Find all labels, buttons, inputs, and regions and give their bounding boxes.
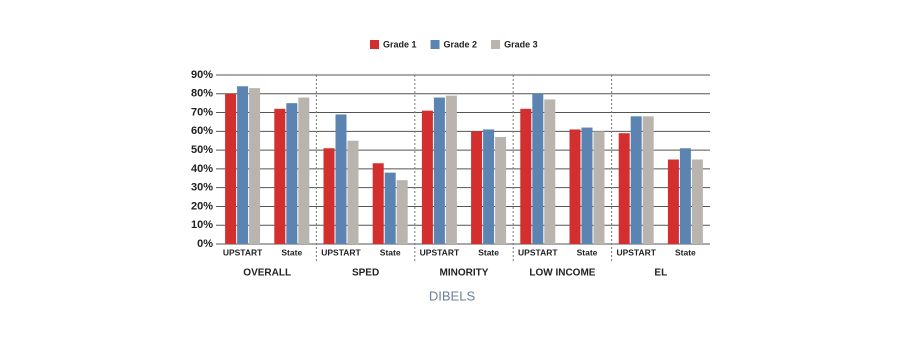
bar bbox=[569, 129, 581, 244]
bar bbox=[396, 180, 408, 244]
y-tick-label: 30% bbox=[191, 182, 213, 194]
x-tick-label: State bbox=[478, 247, 499, 257]
x-tick-label: State bbox=[281, 247, 302, 257]
x-tick-label: State bbox=[380, 247, 401, 257]
bar bbox=[679, 148, 691, 244]
bar bbox=[483, 129, 495, 244]
bar bbox=[286, 103, 298, 245]
legend-swatch bbox=[370, 40, 379, 49]
y-tick-label: 60% bbox=[191, 125, 213, 137]
bar bbox=[372, 163, 384, 244]
bar bbox=[642, 116, 654, 244]
x-tick-label: UPSTART bbox=[321, 247, 361, 257]
legend-label: Grade 1 bbox=[383, 39, 417, 49]
bar bbox=[544, 99, 556, 245]
y-tick-label: 80% bbox=[191, 88, 213, 100]
bar bbox=[618, 133, 630, 244]
group-label: SPED bbox=[352, 268, 379, 279]
bar bbox=[532, 93, 544, 245]
bar bbox=[495, 136, 507, 244]
x-tick-label: UPSTART bbox=[518, 247, 558, 257]
bar bbox=[237, 86, 249, 245]
bar bbox=[225, 93, 237, 245]
legend-label: Grade 2 bbox=[444, 39, 478, 49]
bar bbox=[323, 148, 335, 244]
group-label: EL bbox=[654, 268, 667, 279]
bar bbox=[249, 88, 261, 245]
bar bbox=[581, 127, 593, 244]
bar bbox=[298, 97, 310, 245]
x-tick-label: UPSTART bbox=[223, 247, 263, 257]
bar bbox=[347, 140, 359, 244]
bar bbox=[630, 116, 642, 244]
bar bbox=[593, 131, 605, 244]
x-tick-label: UPSTART bbox=[420, 247, 460, 257]
y-tick-label: 0% bbox=[197, 238, 213, 250]
x-tick-label: State bbox=[577, 247, 598, 257]
bar bbox=[421, 110, 433, 244]
group-label: MINORITY bbox=[440, 268, 489, 279]
bar bbox=[520, 108, 532, 244]
y-tick-label: 20% bbox=[191, 200, 213, 212]
bar bbox=[445, 95, 457, 245]
y-tick-label: 40% bbox=[191, 163, 213, 175]
group-label: OVERALL bbox=[243, 268, 291, 279]
y-tick-label: 90% bbox=[191, 69, 213, 81]
y-tick-label: 10% bbox=[191, 219, 213, 231]
bar bbox=[335, 114, 347, 244]
bar bbox=[433, 97, 445, 245]
x-axis-label: DIBELS bbox=[429, 288, 476, 303]
x-tick-label: State bbox=[675, 247, 696, 257]
x-tick-label: UPSTART bbox=[616, 247, 656, 257]
bar bbox=[384, 172, 396, 244]
bar bbox=[274, 108, 286, 244]
legend-swatch bbox=[491, 40, 501, 49]
y-tick-label: 50% bbox=[191, 144, 213, 156]
bar bbox=[471, 131, 483, 244]
legend-swatch bbox=[430, 40, 440, 49]
bar bbox=[667, 159, 679, 244]
bar bbox=[691, 159, 703, 244]
y-tick-label: 70% bbox=[191, 106, 213, 118]
group-label: LOW INCOME bbox=[529, 268, 595, 279]
legend-label: Grade 3 bbox=[504, 39, 538, 49]
